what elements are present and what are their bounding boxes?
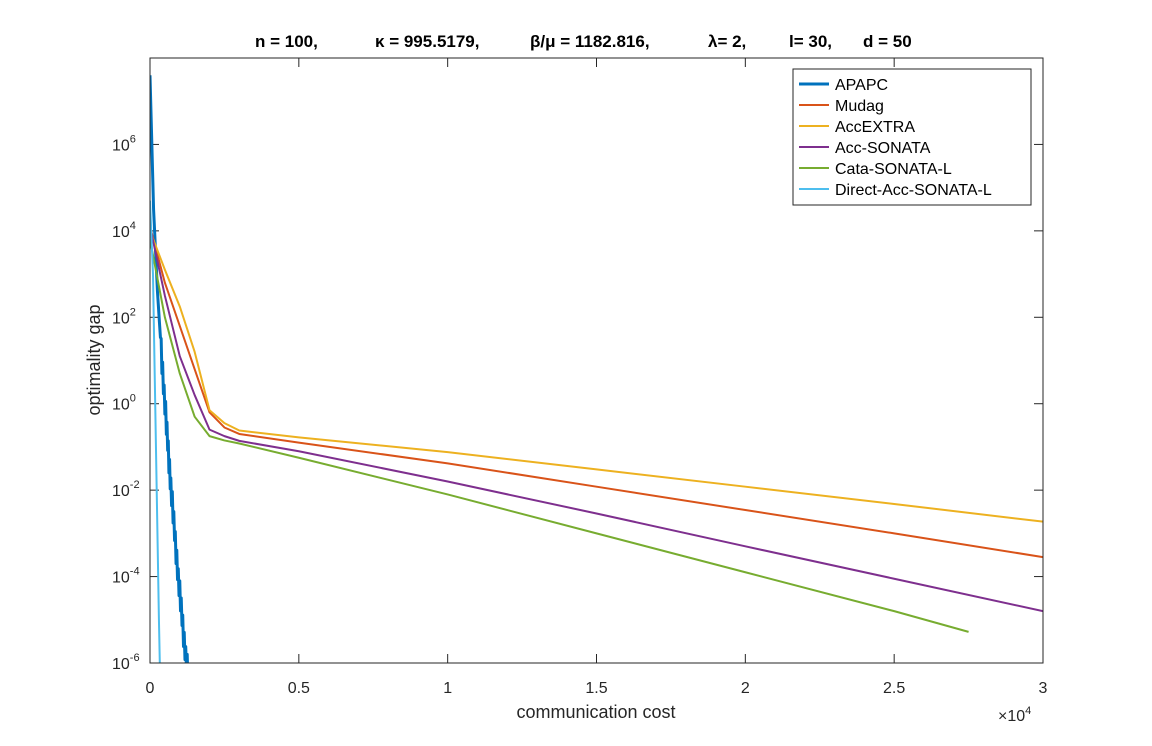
plot-frame (149, 57, 1044, 664)
x-multiplier: ×104 (998, 705, 1031, 725)
x-tick-label: 0.5 (288, 680, 310, 697)
y-tick-exponent: 2 (130, 306, 136, 318)
x-axis-label: communication cost (516, 702, 675, 722)
series-line-accextra (150, 230, 1043, 523)
y-tick-base: 10 (112, 570, 130, 587)
title-beta-mu: β/μ = 1182.816, (530, 32, 650, 51)
y-tick-label: 100 (112, 393, 136, 414)
x-multiplier-exponent: 4 (1025, 705, 1031, 717)
y-tick-exponent: -6 (130, 652, 140, 664)
y-tick-exponent: -2 (130, 479, 140, 491)
y-tick-exponent: 6 (130, 133, 136, 145)
legend-label: Mudag (835, 98, 884, 115)
y-tick-base: 10 (112, 224, 130, 241)
legend-label: Direct-Acc-SONATA-L (835, 182, 992, 199)
x-tick-label: 1 (443, 680, 452, 697)
chart-title: n = 100, κ = 995.5179, β/μ = 1182.816, λ… (255, 32, 912, 51)
y-tick-label: 10-2 (112, 479, 140, 500)
y-tick-base: 10 (112, 483, 130, 500)
y-tick-exponent: 0 (130, 393, 136, 405)
y-tick-label: 10-4 (112, 566, 140, 587)
x-tick-label: 3 (1039, 680, 1048, 697)
title-lambda: λ= 2, (708, 32, 746, 51)
legend-label: AccEXTRA (835, 119, 915, 136)
legend-box (792, 68, 1032, 206)
y-tick-base: 10 (112, 137, 130, 154)
x-tick-label: 1.5 (585, 680, 607, 697)
x-tick-label: 0 (146, 680, 155, 697)
series-line-mudag (150, 226, 1043, 559)
y-tick-exponent: 4 (130, 220, 136, 232)
y-axis-label: optimality gap (84, 304, 104, 415)
y-tick-exponent: -4 (130, 566, 140, 578)
legend: APAPC Mudag AccEXTRA Acc-SONATA Cata-SONATA-… (792, 68, 1032, 206)
y-tick-label: 104 (112, 220, 136, 241)
series-layer (150, 75, 1043, 663)
title-d: d = 50 (863, 32, 912, 51)
x-tick-label: 2 (741, 680, 750, 697)
y-tick-label: 106 (112, 133, 136, 154)
y-tick-label: 102 (112, 306, 136, 327)
series-line-apapc (150, 75, 189, 663)
title-kappa: κ = 995.5179, (375, 32, 479, 51)
series-line-cata-sonata-l (150, 239, 969, 633)
title-n: n = 100, (255, 32, 318, 51)
series-line-acc-sonata (150, 226, 1043, 613)
legend-label: Cata-SONATA-L (835, 161, 952, 178)
y-tick-base: 10 (112, 397, 130, 414)
y-tick-base: 10 (112, 310, 130, 327)
x-tick-label: 2.5 (883, 680, 905, 697)
y-tick-label: 10-6 (112, 652, 140, 673)
legend-label: APAPC (835, 77, 888, 94)
legend-label: Acc-SONATA (835, 140, 931, 157)
title-l: l= 30, (789, 32, 832, 51)
x-multiplier-base: ×10 (998, 708, 1025, 725)
y-tick-base: 10 (112, 656, 130, 673)
series-line-direct-acc-sonata-l (150, 200, 161, 663)
